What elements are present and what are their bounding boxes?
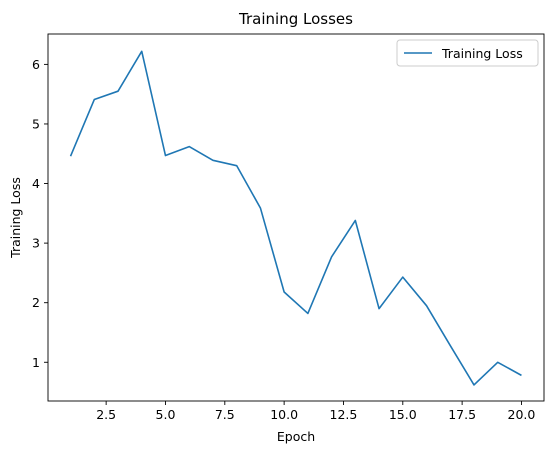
x-tick-label: 15.0 xyxy=(389,407,417,422)
plot-frame xyxy=(47,33,545,402)
y-tick-label: 5 xyxy=(32,116,40,131)
legend: Training Loss xyxy=(396,39,539,67)
x-tick-label: 5.0 xyxy=(156,407,176,422)
y-tick-label: 3 xyxy=(32,236,40,251)
y-tick-label: 4 xyxy=(32,176,40,191)
legend-box xyxy=(396,39,539,67)
x-tick-label: 7.5 xyxy=(215,407,235,422)
x-axis: 2.5 5.0 7.5 10.0 12.5 15.0 17.5 20.0 xyxy=(96,401,535,422)
series-layer xyxy=(69,50,522,386)
series-line-training-loss xyxy=(69,50,522,386)
x-tick-label: 17.5 xyxy=(448,407,476,422)
x-axis-title: Epoch xyxy=(277,429,315,444)
y-tick-label: 1 xyxy=(32,355,40,370)
x-tick-label: 12.5 xyxy=(330,407,358,422)
y-tick-label: 2 xyxy=(32,295,40,310)
x-tick-label: 10.0 xyxy=(270,407,298,422)
y-axis: 1 2 3 4 5 6 xyxy=(32,57,48,370)
y-tick-label: 6 xyxy=(32,57,40,72)
chart-title: Training Losses xyxy=(238,10,353,28)
x-tick-label: 2.5 xyxy=(96,407,116,422)
x-tick-label: 20.0 xyxy=(508,407,536,422)
legend-label: Training Loss xyxy=(441,46,523,61)
y-axis-title: Training Loss xyxy=(8,177,23,259)
